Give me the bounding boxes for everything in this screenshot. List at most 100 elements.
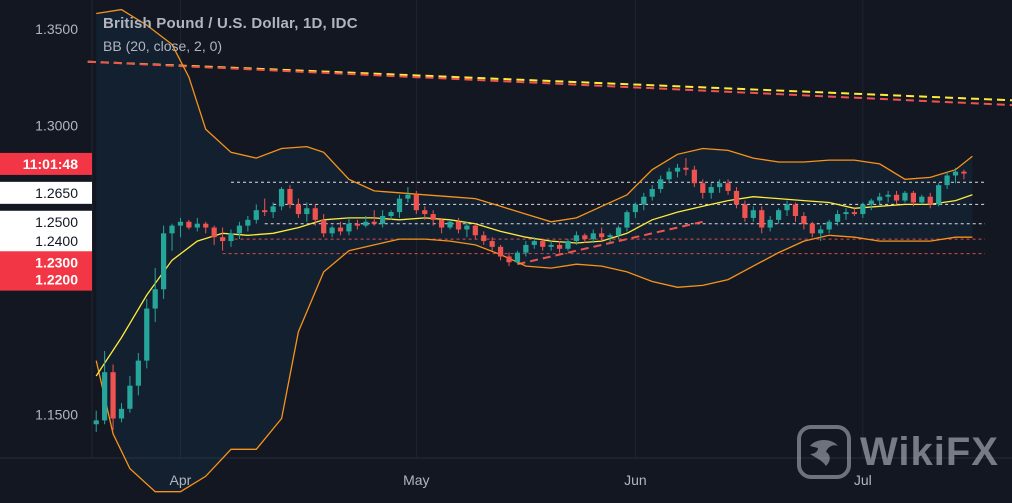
candle: [430, 210, 436, 226]
candle: [708, 183, 714, 199]
candle: [573, 231, 580, 245]
candle: [548, 241, 554, 251]
symbol-title[interactable]: British Pound / U.S. Dollar, 1D, IDC: [103, 15, 358, 32]
price-tick-label: 1.3500: [35, 21, 78, 37]
candle: [666, 167, 672, 184]
candle-body: [337, 227, 344, 232]
price-label-text: 1.2650: [35, 185, 78, 201]
candle-body: [439, 219, 445, 228]
candle: [253, 204, 259, 224]
candle-body: [203, 223, 209, 228]
wikifx-logo-icon: [797, 425, 851, 479]
candle: [649, 185, 655, 201]
candle-body: [700, 183, 706, 193]
candle-body: [742, 204, 748, 218]
candle: [354, 219, 360, 230]
candle: [388, 210, 394, 220]
candle-body: [860, 204, 866, 215]
candle: [514, 250, 521, 265]
candle-body: [801, 215, 807, 224]
candle: [287, 185, 293, 209]
price-label-background: [0, 152, 92, 175]
candle-body: [278, 188, 285, 207]
time-tick-label: May: [403, 472, 429, 488]
candle-body: [885, 194, 891, 197]
price-label-badge: 1.2300: [0, 251, 92, 274]
candle-body: [952, 171, 959, 176]
candle: [582, 233, 588, 243]
candle-body: [321, 219, 327, 234]
candle-body: [228, 233, 234, 242]
price-axis: 1.3500 1.3000 1.1500 11:01:48 1.2650 1.2500 1.…: [0, 21, 92, 423]
candle: [523, 241, 529, 257]
candle: [717, 179, 723, 193]
candle: [304, 202, 310, 222]
candle: [278, 187, 285, 211]
candle: [792, 202, 799, 222]
candle-body: [708, 187, 714, 193]
candle: [144, 298, 150, 369]
candle-body: [548, 244, 554, 247]
candle: [203, 221, 209, 234]
candle: [893, 190, 900, 205]
candle: [910, 190, 917, 207]
candle: [868, 198, 874, 211]
candle-body: [792, 204, 799, 216]
candle-body: [590, 233, 596, 240]
candle: [590, 229, 596, 243]
candle-body: [422, 210, 428, 215]
candle: [902, 190, 908, 203]
candle: [775, 208, 782, 224]
candle: [759, 206, 765, 234]
price-label-background: [0, 181, 92, 204]
trend-line: [87, 60, 1012, 107]
candle-body: [877, 196, 883, 201]
candle-body: [472, 225, 478, 236]
candle-body: [262, 210, 268, 213]
candle-body: [253, 210, 259, 220]
price-label-background: [0, 210, 92, 233]
candle-body: [169, 225, 175, 234]
candle: [93, 410, 99, 432]
candle: [363, 215, 369, 228]
candle: [152, 268, 158, 323]
candle: [809, 221, 815, 238]
candle: [219, 227, 226, 251]
candle-body: [944, 175, 950, 186]
candle-body: [236, 225, 243, 234]
candle-body: [573, 235, 580, 242]
candle-body: [363, 221, 369, 226]
candle-body: [759, 210, 765, 228]
candle: [169, 223, 175, 251]
candle-body: [152, 289, 158, 309]
candle-body: [649, 188, 655, 197]
candle: [860, 202, 866, 218]
candle: [936, 183, 942, 207]
candle: [295, 198, 302, 218]
candle-body: [405, 194, 411, 199]
bollinger-lines: [95, 8, 973, 493]
candle-body: [135, 360, 141, 386]
candle-body: [624, 212, 630, 228]
candle: [497, 244, 504, 261]
candle: [118, 403, 125, 423]
bollinger-lower-line: [95, 234, 973, 493]
candle: [700, 179, 706, 199]
candle: [186, 219, 192, 230]
bollinger-upper-line: [96, 8, 973, 223]
candle: [843, 208, 849, 220]
candle-body: [851, 212, 858, 215]
candle: [607, 233, 613, 243]
candle-body: [834, 214, 841, 222]
candle-body: [497, 246, 504, 257]
candle-body: [396, 198, 403, 213]
indicator-label[interactable]: BB (20, close, 2, 0): [103, 38, 223, 54]
candle: [801, 212, 807, 230]
candle: [919, 194, 925, 205]
candle: [489, 237, 495, 251]
candle: [565, 239, 571, 251]
candle-body: [927, 196, 933, 205]
candle: [160, 225, 167, 299]
